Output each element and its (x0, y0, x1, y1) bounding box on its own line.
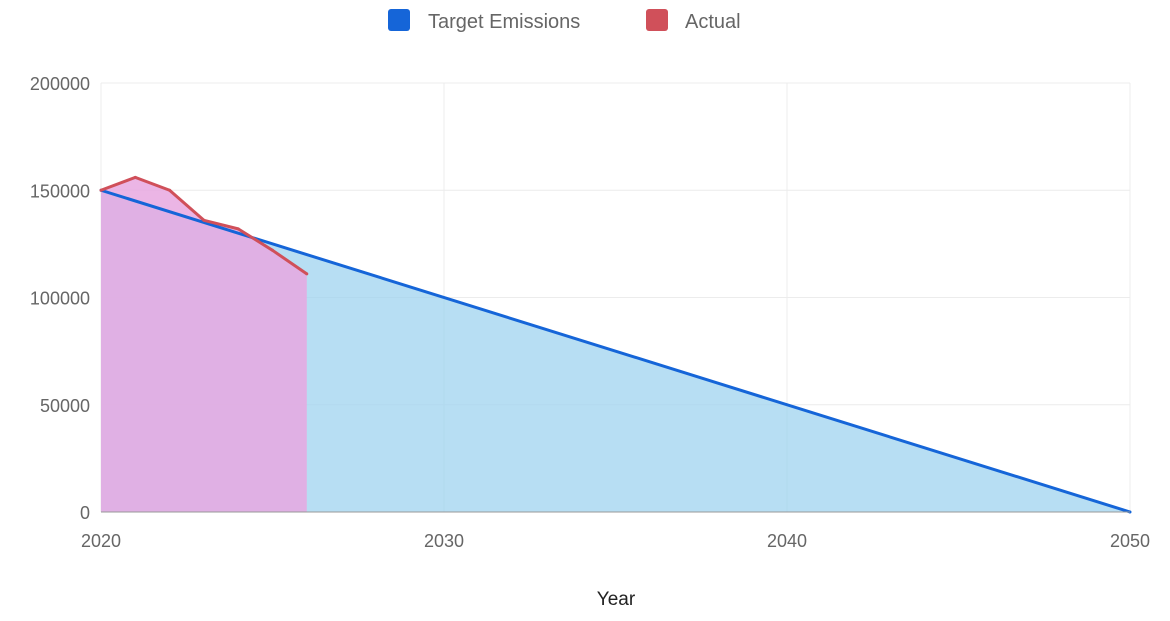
y-tick-label: 100000 (30, 289, 90, 309)
data-point-series-1 (202, 218, 206, 222)
y-axis: 0 50000 100000 150000 200000 (30, 74, 90, 523)
x-axis-title: Year (597, 589, 636, 610)
y-tick-label: 150000 (30, 181, 90, 201)
y-tick-label: 0 (80, 503, 90, 523)
legend-label-target: Target Emissions (428, 11, 580, 33)
x-tick-label: 2030 (424, 531, 464, 551)
data-point-series-1 (236, 227, 240, 231)
y-tick-label: 200000 (30, 74, 90, 94)
x-tick-label: 2050 (1110, 531, 1150, 551)
data-point-series-1 (305, 272, 309, 276)
plot-lines (99, 175, 1132, 514)
legend-swatch-actual (646, 9, 668, 31)
legend-swatch-target (388, 9, 410, 31)
x-axis: 2020 2030 2040 2050 (81, 531, 1150, 551)
x-tick-label: 2040 (767, 531, 807, 551)
legend-label-actual: Actual (685, 11, 741, 33)
data-point-series-1 (133, 175, 137, 179)
data-point-series-1 (168, 188, 172, 192)
area-fill-series-1 (101, 177, 307, 512)
data-point-series-1 (271, 248, 274, 252)
series-line-0 (100, 188, 1131, 514)
y-tick-label: 50000 (40, 396, 90, 416)
plot-areas (101, 177, 1130, 512)
data-point-series-1 (99, 188, 103, 192)
x-tick-label: 2020 (81, 531, 121, 551)
legend[interactable]: Target Emissions Actual (388, 9, 741, 33)
